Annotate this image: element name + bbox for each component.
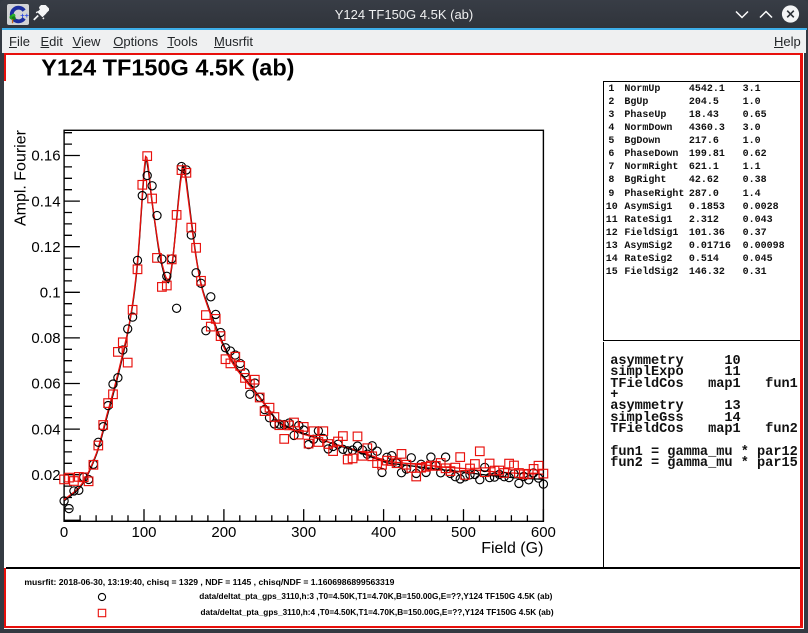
svg-text:Y124 TF150G 4.5K (ab): Y124 TF150G 4.5K (ab) [41,54,294,80]
svg-text:Field (G): Field (G) [481,539,543,556]
svg-text:0: 0 [60,523,68,540]
svg-text:300: 300 [291,523,316,540]
svg-text:0.16: 0.16 [32,147,61,164]
svg-text:100: 100 [132,523,157,540]
svg-text:400: 400 [371,523,396,540]
svg-text:0.1: 0.1 [40,284,61,301]
svg-text:0.14: 0.14 [32,193,61,210]
svg-text:600: 600 [531,523,556,540]
svg-text:0.02: 0.02 [32,466,61,483]
svg-text:0.12: 0.12 [32,238,61,255]
svg-text:0.08: 0.08 [32,330,61,347]
svg-text:0.06: 0.06 [32,375,61,392]
svg-text:Ampl. Fourier: Ampl. Fourier [12,129,29,226]
svg-text:0.04: 0.04 [32,421,61,438]
svg-text:200: 200 [212,523,237,540]
svg-text:500: 500 [451,523,476,540]
svg-text:++: ++ [20,11,29,20]
